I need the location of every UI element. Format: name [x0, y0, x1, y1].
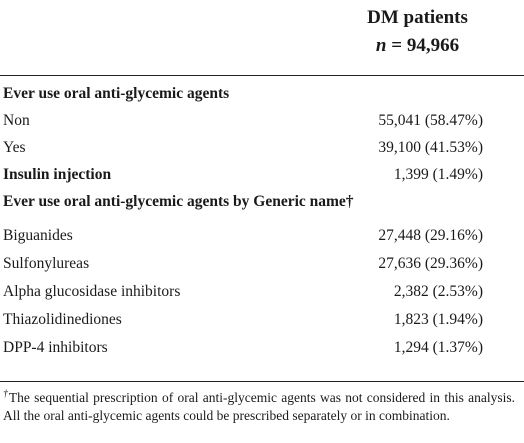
row-value: 1,294 (1.37%) — [393, 339, 483, 356]
footer-rule — [0, 381, 524, 382]
table-row: DPP-4 inhibitors 1,294 (1.37%) — [0, 334, 524, 361]
column-header-title: DM patients — [367, 7, 468, 28]
row-value: 1,823 (1.94%) — [393, 311, 483, 328]
row-value: 55,041 (58.47%) — [378, 112, 483, 129]
row-label: Ever use oral anti-glycemic agents by Ge… — [3, 193, 354, 210]
row-label: DPP-4 inhibitors — [3, 339, 108, 356]
table-row: Ever use oral anti-glycemic agents by Ge… — [0, 188, 524, 215]
row-label: Ever use oral anti-glycemic agents — [3, 85, 230, 102]
row-value: 27,448 (29.16%) — [378, 227, 483, 244]
row-label: Insulin injection — [3, 166, 112, 183]
row-label: Biguanides — [3, 227, 73, 244]
footnote-marker: † — [3, 388, 9, 400]
table-row: Biguanides 27,448 (29.16%) — [0, 222, 524, 249]
row-label: Alpha glucosidase inhibitors — [3, 283, 181, 300]
row-label: Yes — [3, 139, 26, 156]
table-row: Yes 39,100 (41.53%) — [0, 134, 524, 161]
table-row: Alpha glucosidase inhibitors 2,382 (2.53… — [0, 278, 524, 305]
table-footnote: †The sequential prescription of oral ant… — [3, 389, 515, 424]
row-label: Thiazolidinediones — [3, 311, 122, 328]
row-label: Sulfonylureas — [3, 255, 90, 272]
footnote-text: The sequential prescription of oral anti… — [3, 390, 515, 423]
row-value: 39,100 (41.53%) — [378, 139, 483, 156]
row-value: 2,382 (2.53%) — [393, 283, 483, 300]
table-row: Ever use oral anti-glycemic agents — [0, 80, 524, 107]
n-symbol: n — [375, 35, 387, 56]
row-label: Non — [3, 112, 30, 129]
header-rule — [0, 75, 524, 76]
table-row: Non 55,041 (58.47%) — [0, 107, 524, 134]
table-row: Insulin injection 1,399 (1.49%) — [0, 161, 524, 188]
row-value: 27,636 (29.36%) — [378, 255, 483, 272]
column-header-sample-size: n = 94,966 — [330, 34, 505, 58]
table-header: DM patients n = 94,966 — [0, 0, 524, 80]
row-value: 1,399 (1.49%) — [393, 166, 483, 183]
n-value: = 94,966 — [386, 35, 460, 56]
table-row: Thiazolidinediones 1,823 (1.94%) — [0, 306, 524, 333]
table-row: Sulfonylureas 27,636 (29.36%) — [0, 250, 524, 277]
